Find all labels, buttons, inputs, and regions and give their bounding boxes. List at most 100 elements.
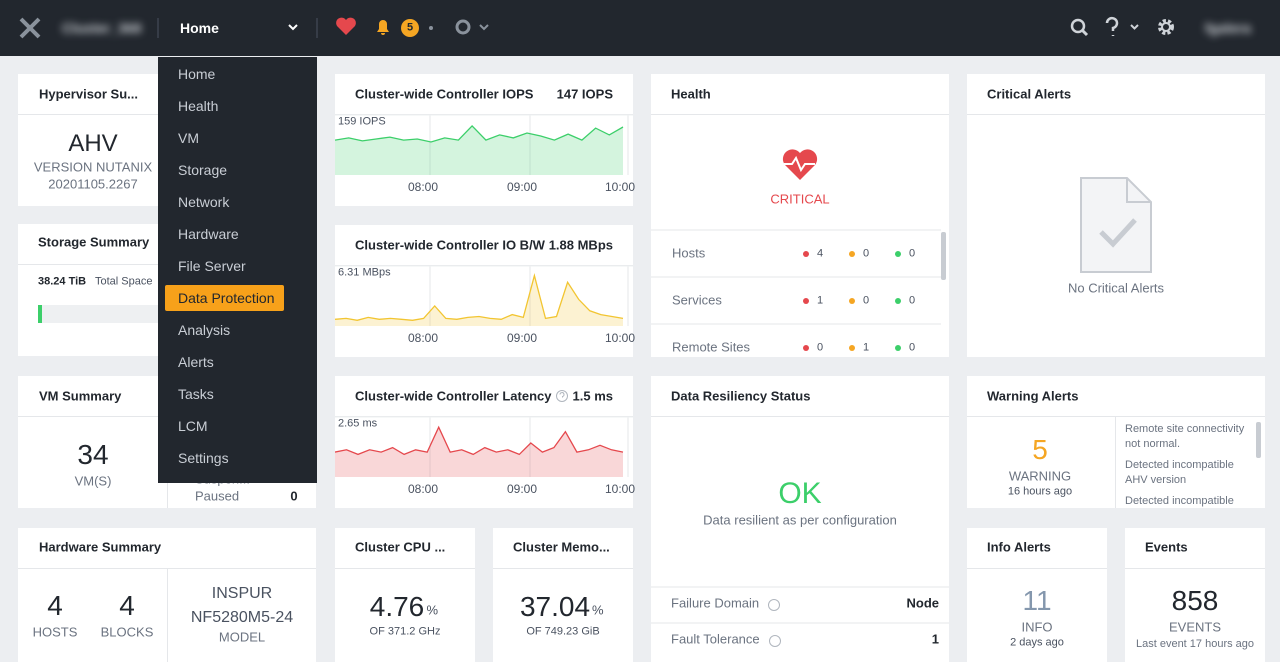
user-name: fgalera	[1205, 19, 1251, 36]
card-title: Cluster CPU ...	[355, 539, 446, 555]
menu-item[interactable]: Analysis	[178, 321, 231, 338]
warning-count: 0	[863, 294, 870, 307]
current-value: 1.88 MBps	[548, 237, 613, 253]
menu-item[interactable]: Storage	[178, 161, 228, 178]
alert-item: Detected incompatible AHV version	[1125, 459, 1234, 486]
blocks-label: BLOCKS	[100, 624, 154, 640]
ok-count: 0	[909, 247, 916, 260]
task-icon[interactable]	[455, 19, 471, 35]
badge[interactable]	[401, 19, 419, 37]
search-icon	[1080, 28, 1089, 37]
chevron[interactable]	[1130, 24, 1139, 30]
cluster-name: Cluster_368	[62, 19, 142, 36]
x-tick-label: 10:00	[604, 482, 636, 497]
health-icon[interactable]	[336, 17, 356, 35]
chart-title: Cluster-wide Controller IOPS	[355, 86, 534, 102]
vm-count: 34	[77, 438, 109, 470]
menu-item[interactable]: Settings	[178, 449, 229, 466]
hardware-card	[18, 528, 316, 662]
chart-card	[335, 225, 633, 357]
warning-count: 0	[863, 247, 870, 260]
alert-count: 5	[406, 21, 414, 34]
status-dot	[849, 251, 855, 257]
events-card: Last event 17 hours ago	[1125, 528, 1265, 662]
event-count: 858	[1171, 584, 1219, 616]
top-icons	[19, 16, 1174, 39]
current-value: 147 IOPS	[556, 86, 613, 102]
menu-item[interactable]: Tasks	[178, 385, 214, 402]
menu-item[interactable]: Health	[178, 97, 219, 114]
row-label: Failure Domain	[671, 595, 760, 611]
chevron[interactable]	[479, 24, 489, 31]
health-graphics	[651, 149, 946, 325]
memory-card	[493, 528, 633, 662]
logo	[19, 17, 41, 39]
menu-button[interactable]: Home	[180, 19, 219, 36]
critical-alerts-card	[967, 74, 1265, 357]
menu-chevron[interactable]	[288, 24, 298, 31]
menu-item[interactable]: Data Protection	[178, 289, 275, 306]
help-icon[interactable]	[1105, 16, 1119, 36]
cpu-card	[335, 528, 475, 662]
x-tick-label: 08:00	[407, 180, 439, 195]
model: NF5280M5-24	[190, 608, 294, 626]
settings-icon[interactable]	[1158, 19, 1174, 35]
alert-time: 2 days ago	[1010, 636, 1064, 649]
card-title: Storage Summary	[38, 234, 150, 250]
warning-count: 1	[863, 341, 870, 354]
capacity-label: Total Space	[95, 275, 153, 288]
menu-item[interactable]: Network	[178, 193, 230, 210]
event-time: Last event 17 hours ago	[1135, 638, 1255, 650]
line	[335, 273, 624, 321]
menu-item[interactable]: File Server	[178, 257, 246, 274]
menu-item[interactable]: VM	[178, 129, 199, 146]
percent-value: 4.76	[369, 590, 425, 622]
alert-label: WARNING	[1008, 468, 1072, 484]
card-title: VM Summary	[39, 388, 122, 404]
warning-alerts-card: Remote site connectivity not normal. Dete…	[967, 376, 1265, 508]
info-alerts-card	[967, 528, 1107, 662]
sparkline	[335, 114, 633, 175]
card-title: Cluster Memo...	[513, 539, 610, 555]
event-label: EVENTS	[1168, 619, 1222, 635]
x-tick-label: 10:00	[604, 180, 636, 195]
row-value: Node	[906, 595, 940, 611]
health-status: CRITICAL	[770, 191, 830, 207]
event-time: Last event 17 hours ago	[1135, 637, 1255, 662]
menu-item[interactable]: Hardware	[178, 225, 239, 242]
menu-item[interactable]: LCM	[178, 417, 208, 434]
x-tick-label: 09:00	[506, 482, 538, 497]
usage-bar	[38, 305, 168, 323]
help-icon[interactable]	[555, 389, 569, 403]
card-title: Health	[671, 86, 711, 102]
status-dot	[895, 345, 901, 351]
health-card	[651, 74, 949, 357]
top-bar	[0, 0, 1280, 56]
capacity: 38.24 TiB	[38, 275, 87, 288]
ok-count: 0	[909, 341, 916, 354]
blocks-count: 4	[119, 589, 135, 621]
build: 20201105.2267	[48, 176, 138, 192]
current-value: 1.5 ms	[572, 388, 613, 404]
alert-time: 16 hours ago	[1007, 485, 1073, 498]
capacity: OF 371.2 GHz	[369, 625, 441, 638]
menu-item[interactable]: Home	[178, 65, 216, 82]
card-title: Warning Alerts	[987, 388, 1079, 404]
row-label: Hosts	[672, 245, 706, 261]
bell-icon[interactable]	[377, 20, 389, 35]
max-label: 2.65 ms	[338, 417, 378, 430]
resiliency-status: OK	[778, 476, 822, 510]
row-label: Remote Sites	[672, 339, 751, 355]
max-label: 6.31 MBps	[338, 266, 391, 279]
card-title: Events	[1145, 539, 1188, 555]
settings-icon	[1161, 22, 1171, 32]
search-icon[interactable]	[1070, 18, 1086, 34]
menu-item[interactable]: Alerts	[178, 353, 214, 370]
area	[335, 427, 623, 477]
alert-count: 5	[1032, 433, 1048, 465]
card-title: Data Resiliency Status	[671, 388, 811, 404]
x-tick-label: 09:00	[506, 331, 538, 346]
ok-count: 0	[909, 294, 916, 307]
card-title: Info Alerts	[987, 539, 1051, 555]
